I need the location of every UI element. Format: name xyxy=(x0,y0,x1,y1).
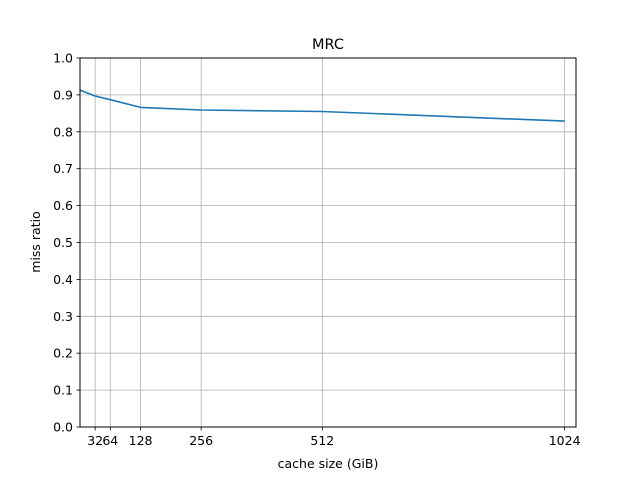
chart-title: MRC xyxy=(312,37,344,53)
x-tick-label: 1024 xyxy=(549,433,581,448)
y-tick-label: 0.4 xyxy=(53,272,73,287)
y-tick-label: 0.1 xyxy=(53,383,73,398)
x-tick-label: 256 xyxy=(189,433,213,448)
y-axis-label: miss ratio xyxy=(28,211,43,272)
x-tick-label: 128 xyxy=(129,433,153,448)
y-tick-label: 0.7 xyxy=(53,161,73,176)
y-tick-label: 0.0 xyxy=(53,420,73,435)
x-tick-label: 32 xyxy=(87,433,103,448)
x-axis-label: cache size (GiB) xyxy=(278,456,379,471)
x-tick-label: 512 xyxy=(310,433,334,448)
y-tick-label: 0.2 xyxy=(53,346,73,361)
y-ticks: 0.0 0.1 0.2 0.3 0.4 0.5 0.6 0.7 0.8 0.9 1.0 xyxy=(53,51,80,435)
y-tick-label: 0.8 xyxy=(53,124,73,139)
y-tick-label: 0.6 xyxy=(53,198,73,213)
grid-lines xyxy=(80,58,576,427)
y-tick-label: 1.0 xyxy=(53,51,73,66)
miss-ratio-line xyxy=(79,89,565,122)
series-lines xyxy=(79,89,565,122)
y-tick-label: 0.3 xyxy=(53,309,73,324)
x-tick-label: 64 xyxy=(102,433,118,448)
y-tick-label: 0.5 xyxy=(53,235,73,250)
y-tick-label: 0.9 xyxy=(53,87,73,102)
x-ticks: 32 64 128 256 512 1024 xyxy=(87,427,581,448)
